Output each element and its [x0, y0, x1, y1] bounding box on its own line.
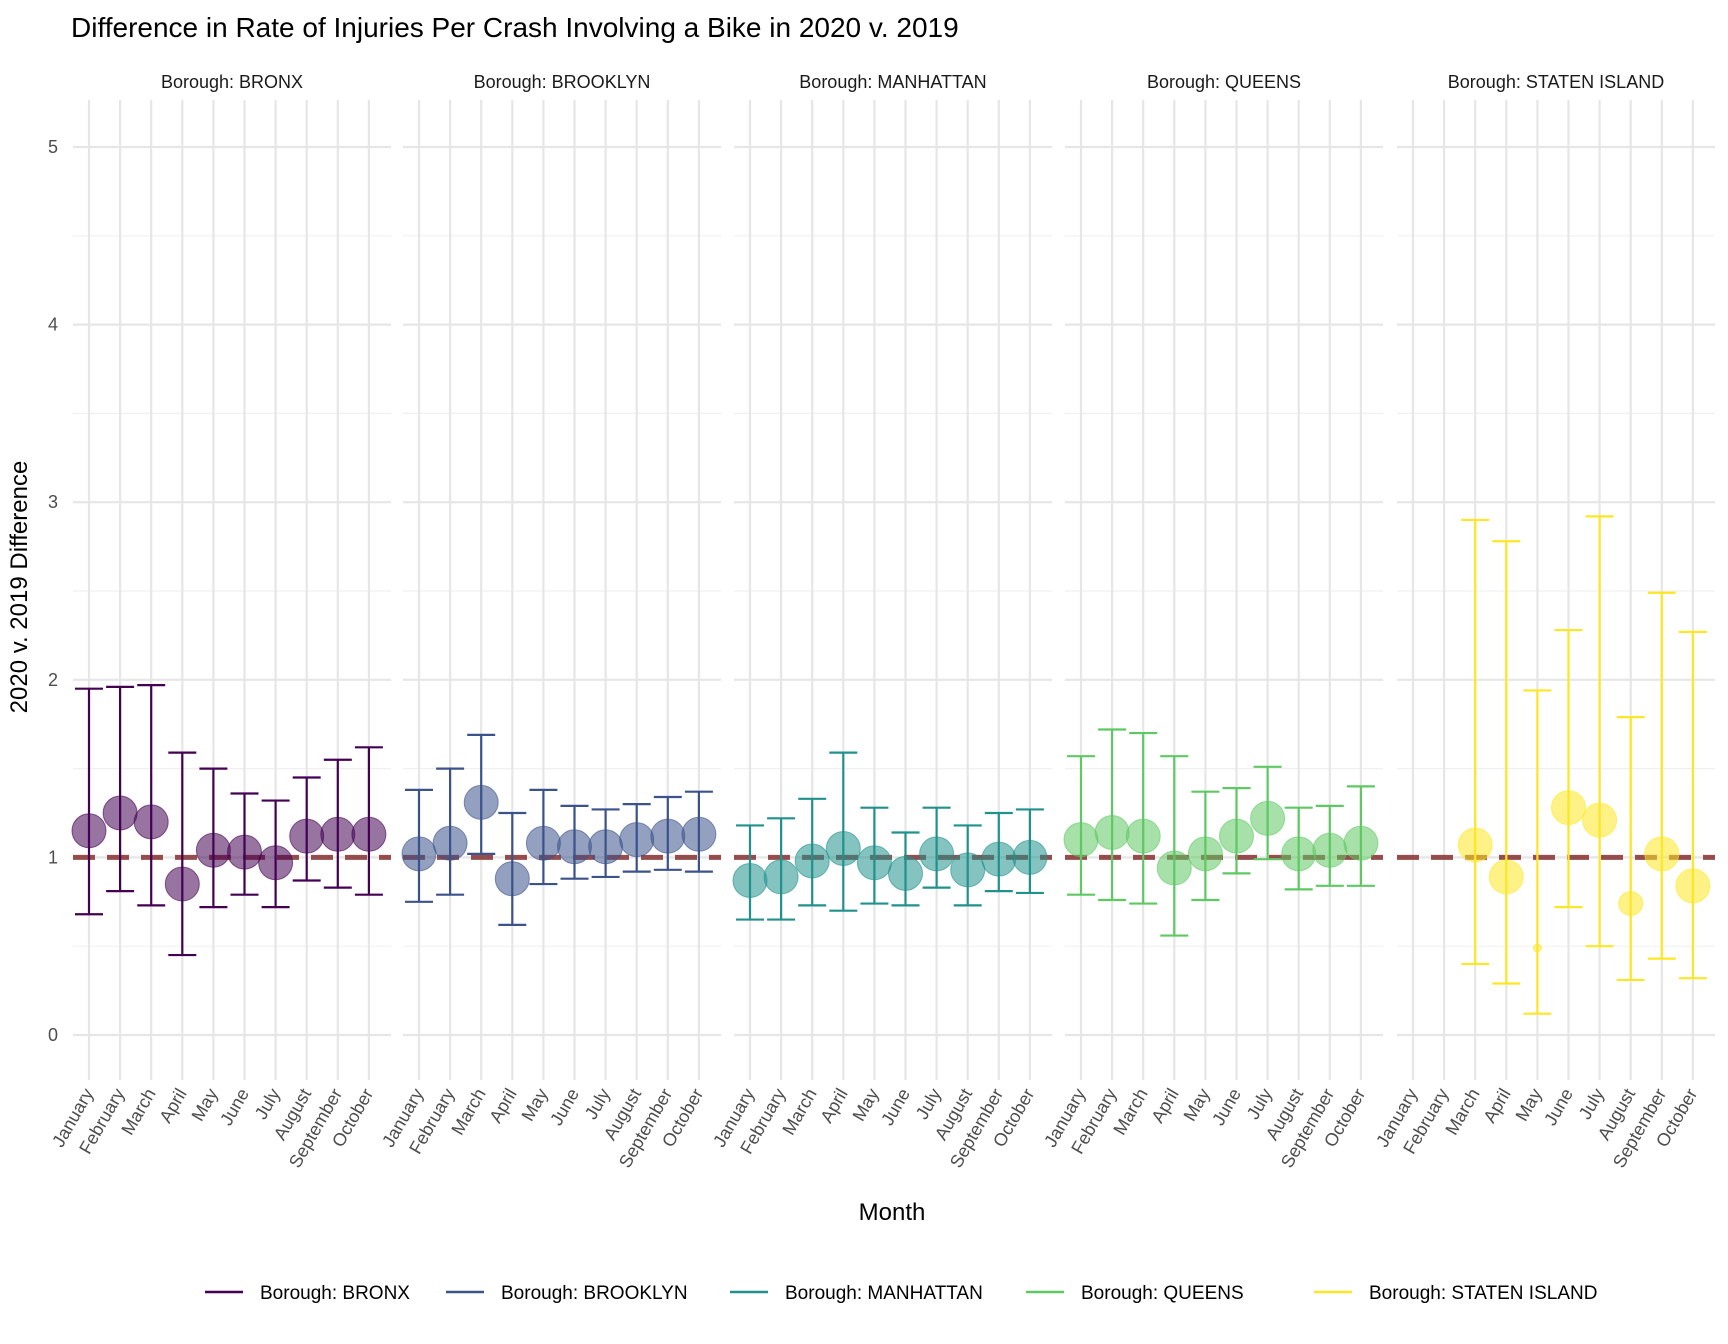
data-point [1012, 839, 1048, 875]
data-point [289, 818, 325, 854]
facet-panel: Borough: MANHATTANJanuaryFebruaryMarchAp… [709, 72, 1052, 1171]
grid [1065, 100, 1383, 1080]
chart-title: Difference in Rate of Injuries Per Crash… [71, 12, 959, 43]
data-point [981, 841, 1017, 877]
data-point [102, 795, 138, 831]
data-point [463, 784, 499, 820]
legend-label: Borough: BROOKLYN [501, 1283, 688, 1304]
data-point [1488, 859, 1524, 895]
data-point [950, 852, 986, 888]
data-point [650, 818, 686, 854]
legend-label: Borough: QUEENS [1081, 1283, 1244, 1304]
data-point [794, 843, 830, 879]
legend-label: Borough: BRONX [260, 1283, 410, 1304]
data-point [432, 825, 468, 861]
data-point [133, 804, 169, 840]
legend-item: Borough: STATEN ISLAND [1314, 1283, 1597, 1304]
y-tick-label: 0 [48, 1025, 58, 1045]
y-tick-label: 3 [48, 492, 58, 512]
data-point [1094, 815, 1130, 851]
data-marks [1457, 515, 1711, 1015]
data-point [258, 845, 294, 881]
data-point [825, 831, 861, 867]
data-marks [401, 733, 717, 926]
y-axis-title: 2020 v. 2019 Difference [6, 461, 33, 714]
data-point [227, 834, 262, 870]
legend: Borough: BRONX Borough: BROOKLYN Borough: … [205, 1283, 1597, 1304]
data-point [1644, 836, 1680, 872]
data-marks [732, 751, 1048, 921]
data-marks [71, 684, 387, 957]
legend-item: Borough: BROOKLYN [446, 1283, 688, 1304]
x-axis-title: Month [859, 1199, 926, 1226]
data-point [1063, 822, 1099, 858]
data-point [525, 825, 561, 861]
data-point [1156, 850, 1192, 886]
data-point [164, 866, 200, 902]
y-tick-label: 2 [48, 670, 58, 690]
legend-label: Borough: MANHATTAN [785, 1283, 983, 1304]
legend-item: Borough: BRONX [205, 1283, 410, 1304]
data-point [1187, 836, 1223, 872]
facet-strip-label: Borough: BRONX [161, 72, 303, 92]
data-point [1281, 836, 1317, 872]
y-axis: 0 1 2 3 4 5 [48, 137, 58, 1045]
data-point [320, 816, 356, 852]
facet-strip-label: Borough: MANHATTAN [799, 72, 986, 92]
grid [734, 100, 1052, 1080]
y-tick-label: 1 [48, 847, 58, 867]
data-point [919, 836, 955, 872]
legend-label: Borough: STATEN ISLAND [1369, 1283, 1597, 1304]
grid [73, 100, 391, 1080]
data-point [195, 832, 231, 868]
legend-item: Borough: MANHATTAN [730, 1283, 983, 1304]
data-point [71, 813, 107, 849]
data-point [888, 855, 923, 891]
data-point [351, 816, 387, 852]
data-point [1551, 790, 1586, 826]
data-point [494, 861, 530, 897]
data-point [1312, 832, 1348, 868]
data-point [1343, 825, 1379, 861]
data-point [763, 859, 799, 895]
facet-strip-label: Borough: BROOKLYN [474, 72, 651, 92]
data-point [1125, 818, 1161, 854]
y-tick-label: 4 [48, 315, 58, 335]
legend-item: Borough: QUEENS [1026, 1283, 1244, 1304]
data-point [732, 862, 768, 898]
data-point [1675, 868, 1711, 904]
data-point [1618, 891, 1644, 917]
data-point [1250, 800, 1286, 836]
data-point [1582, 802, 1618, 838]
data-marks [1063, 728, 1379, 937]
data-point [1457, 827, 1493, 863]
data-point [557, 829, 592, 865]
data-point [1219, 818, 1254, 854]
data-point [401, 836, 437, 872]
data-point [1532, 943, 1542, 953]
data-point [588, 829, 624, 865]
facet-strip-label: Borough: QUEENS [1147, 72, 1301, 92]
facet-panel: Borough: BROOKLYNJanuaryFebruaryMarchApr… [378, 72, 721, 1171]
data-point [856, 845, 892, 881]
data-point [681, 816, 717, 852]
data-point [619, 822, 655, 858]
y-tick-label: 5 [48, 137, 58, 157]
facet-strip-label: Borough: STATEN ISLAND [1448, 72, 1664, 92]
